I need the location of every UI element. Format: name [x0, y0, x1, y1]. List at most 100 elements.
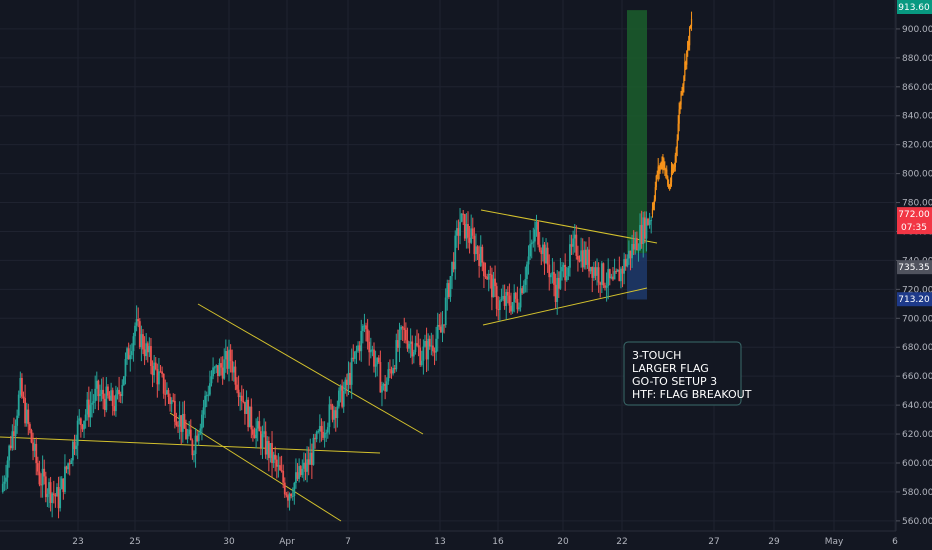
- candle-body: [530, 242, 533, 245]
- candle-body: [347, 372, 350, 385]
- candle-body: [156, 369, 159, 385]
- price-tags: 913.60 772.00 07:35 735.35 713.20: [897, 0, 932, 307]
- candle-body: [406, 340, 409, 349]
- candle-body: [514, 292, 517, 299]
- candle-body: [532, 241, 535, 243]
- candle-body: [150, 346, 152, 366]
- candle-body: [596, 267, 598, 276]
- candle-body: [350, 357, 353, 385]
- projection-body: [658, 166, 660, 171]
- candle-body: [510, 305, 512, 312]
- candle-body: [140, 334, 143, 348]
- candle-body: [189, 429, 192, 441]
- candle-body: [75, 445, 77, 450]
- candle-body: [24, 398, 27, 424]
- price-tag: [897, 207, 932, 222]
- candle-body: [250, 406, 253, 430]
- candle-body: [248, 406, 251, 428]
- candle-body: [247, 399, 250, 428]
- projection-body: [654, 187, 656, 200]
- candle-body: [287, 495, 289, 501]
- candle-body: [569, 244, 571, 268]
- candle-body: [54, 494, 57, 497]
- candle-body: [242, 401, 245, 403]
- candle-body: [640, 225, 643, 244]
- candle-body: [175, 421, 178, 426]
- candle-body: [432, 345, 434, 352]
- candle-body: [213, 367, 216, 369]
- y-tick-label: 840.00: [902, 112, 932, 122]
- candle-body: [38, 471, 41, 485]
- candle-body: [255, 428, 258, 439]
- candle-body: [193, 454, 195, 456]
- candle-body: [546, 247, 549, 265]
- candle-body: [589, 266, 592, 272]
- lower-flag-line-2: [482, 287, 648, 326]
- candle-body: [224, 351, 227, 360]
- candle-body: [344, 379, 347, 392]
- candle-body: [64, 466, 66, 492]
- candle-body: [627, 250, 630, 259]
- candle-body: [134, 325, 136, 337]
- candle-body: [414, 343, 417, 352]
- candle-body: [215, 365, 218, 368]
- candle-body: [21, 378, 23, 397]
- candle-body: [266, 441, 269, 455]
- candle-body: [258, 421, 261, 432]
- candle-body: [107, 386, 109, 396]
- candle-body: [105, 386, 108, 411]
- candle-body: [484, 276, 487, 278]
- candle-body: [605, 285, 608, 288]
- candle-body: [1, 483, 4, 492]
- candle-body: [602, 263, 605, 286]
- candle-body: [409, 341, 412, 344]
- candle-body: [502, 296, 504, 300]
- candle-body: [83, 420, 85, 430]
- candle-body: [99, 394, 101, 397]
- projection-body: [662, 158, 664, 167]
- candle-body: [505, 292, 508, 306]
- projection-path: [651, 11, 693, 218]
- candle-body: [462, 213, 465, 215]
- candle-body: [8, 445, 11, 461]
- candle-body: [130, 351, 133, 356]
- candle-body: [368, 341, 371, 353]
- candle-body: [59, 488, 62, 509]
- candle-body: [398, 329, 401, 348]
- candle-body: [32, 442, 34, 451]
- candle-body: [371, 349, 374, 351]
- candle-body: [202, 407, 205, 415]
- candle-body: [229, 349, 232, 362]
- candle-body: [565, 276, 568, 281]
- candle-body: [379, 362, 382, 393]
- y-tick-label: 820.00: [902, 141, 932, 151]
- projection-body: [656, 174, 658, 176]
- candle-body: [476, 246, 479, 254]
- candle-body: [610, 276, 613, 279]
- projection-body: [678, 109, 680, 124]
- price-tag: [897, 292, 932, 307]
- candle-body: [562, 264, 565, 268]
- candle-body: [320, 426, 323, 432]
- candle-body: [621, 268, 624, 274]
- candle-body: [537, 221, 539, 245]
- candle-body: [519, 288, 522, 308]
- candle-body: [490, 274, 493, 298]
- candle-body: [360, 330, 363, 352]
- candle-body: [455, 228, 458, 236]
- candle-body: [44, 476, 47, 498]
- candle-body: [632, 243, 635, 250]
- y-tick-label: 600.00: [902, 459, 932, 469]
- candle-body: [524, 278, 527, 285]
- candle-body: [355, 350, 358, 352]
- candle-body: [322, 431, 324, 438]
- candle-body: [500, 299, 503, 301]
- candle-body: [342, 391, 345, 407]
- candle-body: [626, 258, 629, 267]
- candle-body: [60, 478, 63, 489]
- time-axis[interactable]: 23 25 30 Apr 7 13 16 20 22 27 29 May 6: [0, 530, 898, 547]
- candle-body: [535, 221, 538, 230]
- candle-body: [328, 404, 331, 428]
- x-tick-label: 22: [616, 537, 627, 547]
